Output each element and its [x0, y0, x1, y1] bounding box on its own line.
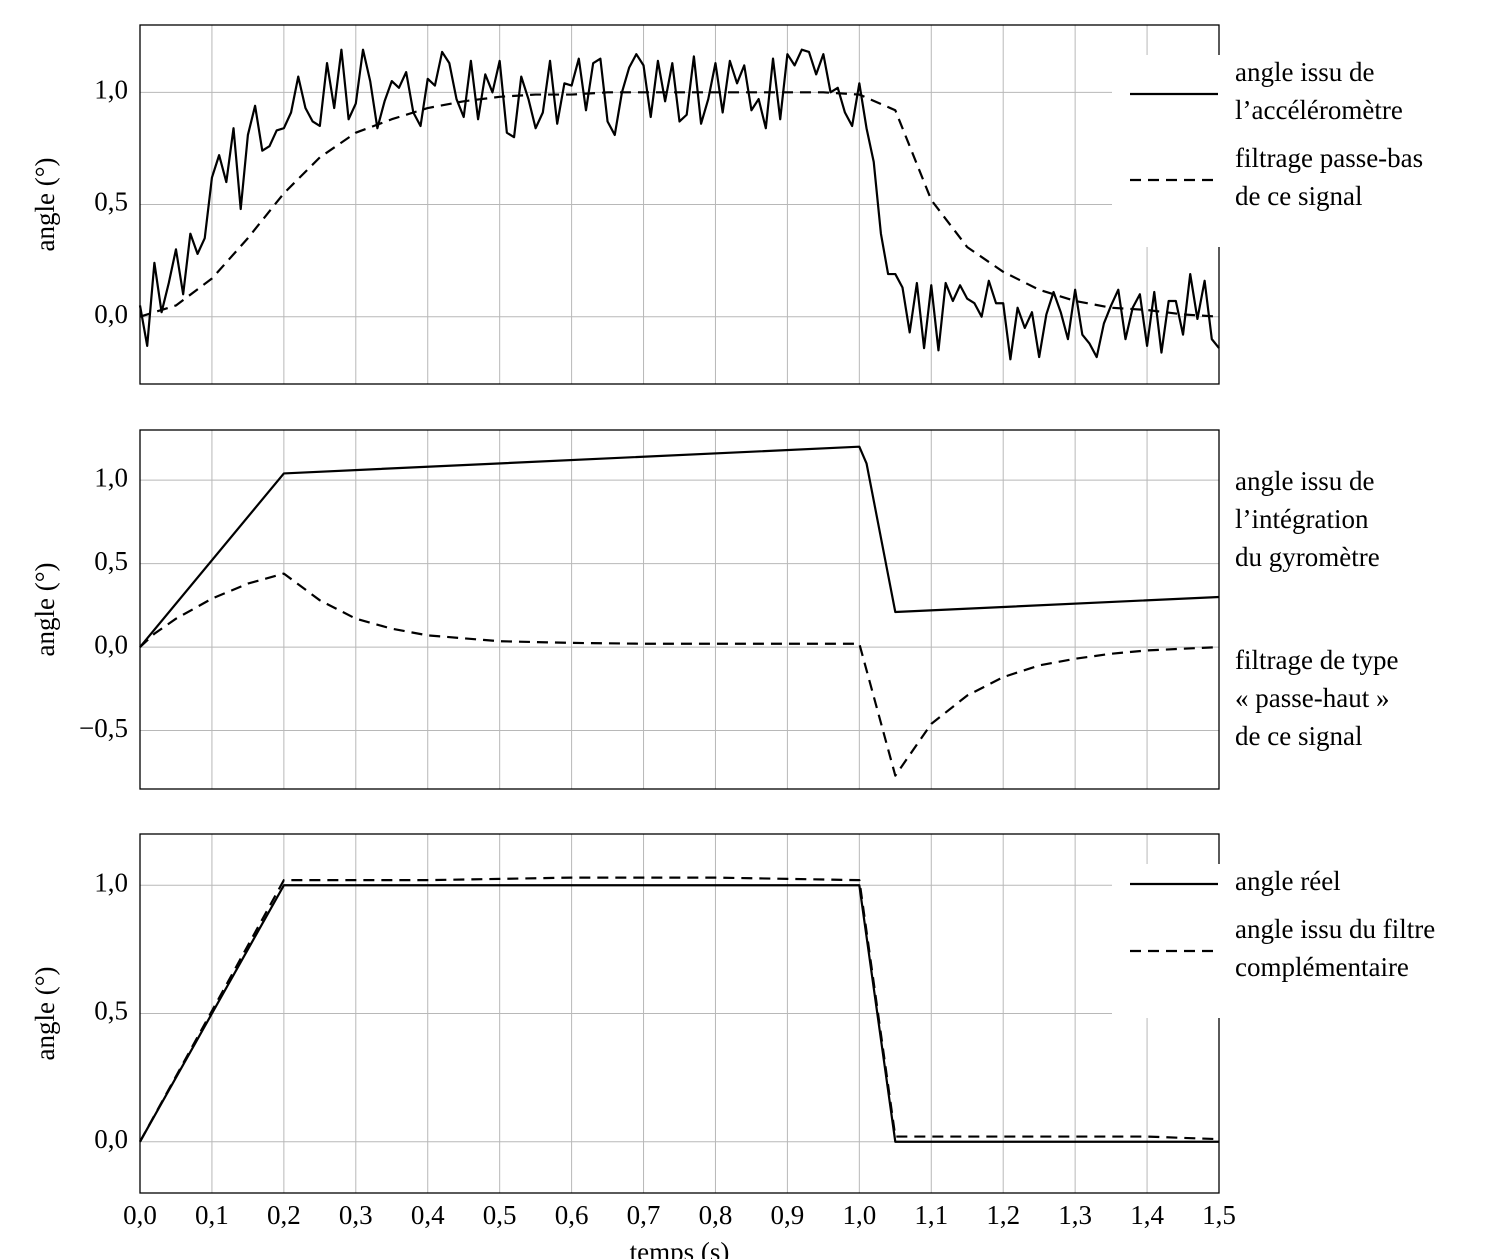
- x-tick-label: 1,4: [1130, 1200, 1164, 1230]
- y-axis-label: angle (°): [30, 967, 60, 1061]
- legend-label: angle issu du filtre complémentaire: [1235, 914, 1435, 982]
- y-tick-label: 0,0: [94, 1124, 128, 1154]
- y-tick-label: −0,5: [79, 713, 128, 743]
- annotation: filtrage de type « passe-haut » de ce sign…: [1235, 645, 1398, 751]
- x-tick-label: 0,8: [699, 1200, 733, 1230]
- x-tick-label: 1,1: [914, 1200, 948, 1230]
- x-tick-label: 0,3: [339, 1200, 373, 1230]
- x-tick-label: 0,2: [267, 1200, 301, 1230]
- x-axis-label: temps (s): [630, 1237, 730, 1259]
- x-tick-label: 0,5: [483, 1200, 517, 1230]
- data-line: [138, 48, 1220, 361]
- x-tick-label: 0,0: [123, 1200, 157, 1230]
- x-tick-label: 0,6: [555, 1200, 589, 1230]
- data-line: [139, 572, 1220, 777]
- y-tick-label: 1,0: [94, 462, 128, 492]
- x-tick-label: 0,9: [771, 1200, 805, 1230]
- y-tick-label: 1,0: [94, 867, 128, 897]
- y-tick-label: 1,0: [94, 75, 128, 105]
- y-tick-label: 0,0: [94, 629, 128, 659]
- data-line: [139, 445, 1220, 648]
- x-tick-label: 1,0: [842, 1200, 876, 1230]
- y-axis-label: angle (°): [30, 563, 60, 657]
- y-tick-label: 0,0: [94, 299, 128, 329]
- x-tick-label: 0,1: [195, 1200, 229, 1230]
- x-tick-label: 1,2: [986, 1200, 1020, 1230]
- annotation: angle issu de l’intégration du gyromètre: [1235, 466, 1380, 572]
- legend-box: [1112, 55, 1505, 247]
- data-line: [139, 876, 1220, 1143]
- plot-frame: [139, 429, 1220, 790]
- x-tick-label: 1,5: [1202, 1200, 1236, 1230]
- data-line: [139, 884, 1219, 1143]
- y-tick-label: 0,5: [94, 187, 128, 217]
- legend-label: angle réel: [1235, 866, 1341, 896]
- y-axis-label: angle (°): [30, 158, 60, 252]
- y-tick-label: 0,5: [94, 546, 128, 576]
- x-tick-label: 1,3: [1058, 1200, 1092, 1230]
- x-tick-label: 0,4: [411, 1200, 445, 1230]
- legend-box: [1112, 864, 1505, 1018]
- legend-label: filtrage passe-bas de ce signal: [1235, 143, 1423, 211]
- y-tick-label: 0,5: [94, 996, 128, 1026]
- legend-label: angle issu de l’accéléromètre: [1235, 57, 1403, 125]
- data-line: [139, 91, 1220, 318]
- x-tick-label: 0,7: [627, 1200, 661, 1230]
